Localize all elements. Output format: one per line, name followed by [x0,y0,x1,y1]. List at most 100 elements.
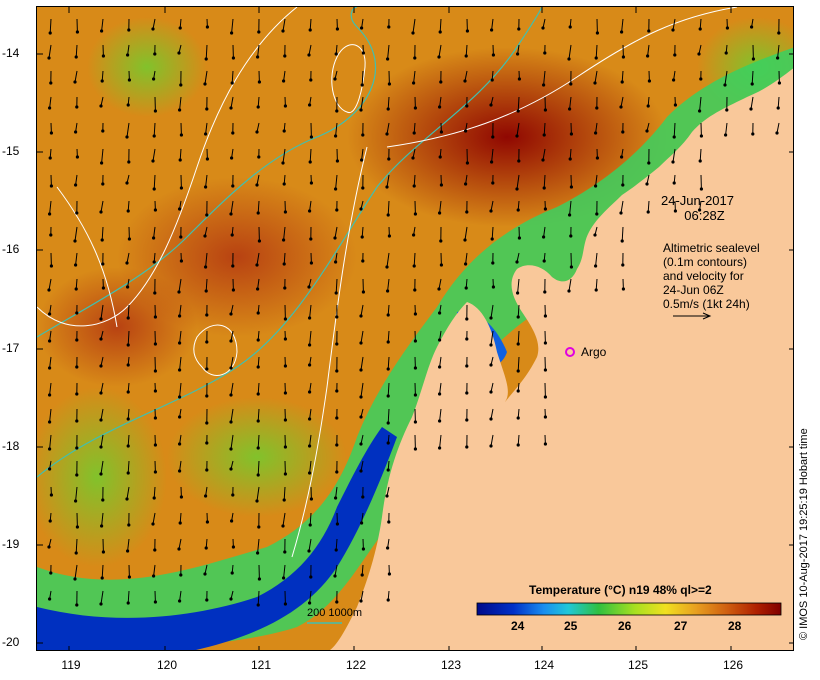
velocity-arrow [230,434,234,450]
velocity-arrow-head [48,212,52,216]
velocity-arrow [282,18,286,32]
velocity-arrow-head [177,290,181,294]
velocity-arrow-head [517,27,521,31]
velocity-arrow [100,460,104,475]
velocity-arrow [750,96,754,110]
velocity-arrow-head [465,337,469,341]
velocity-arrow-head [438,365,442,369]
velocity-arrow-head [153,342,157,346]
velocity-arrow-head [230,233,234,237]
velocity-arrow-head [309,575,313,579]
velocity-arrow-head [777,81,782,85]
velocity-arrow-head [99,418,103,422]
velocity-arrow [126,486,130,500]
velocity-arrow [360,382,364,398]
velocity-arrow-head [308,601,312,605]
velocity-arrow-head [178,158,182,162]
velocity-arrow-head [99,364,103,368]
velocity-arrow-head [463,79,467,83]
velocity-arrow [153,226,156,239]
velocity-arrow-head [126,53,130,57]
velocity-arrow [309,148,312,163]
argo-marker [565,347,575,357]
velocity-arrow-head [775,131,779,135]
velocity-arrow-head [257,525,261,529]
velocity-arrow [569,148,572,160]
velocity-arrow-head [647,161,651,165]
velocity-arrow-head [101,286,105,290]
velocity-arrow-head [153,291,157,295]
velocity-arrow [490,200,494,212]
velocity-arrow [387,356,390,370]
velocity-arrow-head [308,390,312,394]
velocity-arrow-head [335,342,339,346]
velocity-arrow-head [177,51,181,55]
velocity-arrow-head [464,182,468,186]
velocity-arrow-head [282,576,286,580]
velocity-arrow-head [255,263,259,267]
velocity-arrow-head [153,52,157,56]
velocity-arrow [282,512,286,527]
velocity-arrow [360,330,364,344]
velocity-arrow [257,434,260,449]
velocity-arrow-head [360,158,364,162]
velocity-arrow-head [203,572,207,576]
velocity-arrow-head [151,522,155,526]
velocity-arrow [152,148,156,162]
velocity-arrow-head [386,394,390,398]
velocity-arrow [490,330,494,346]
velocity-arrow-head [282,238,286,242]
velocity-arrow-head [386,421,390,425]
velocity-arrow [491,148,494,163]
velocity-arrow [49,434,52,450]
velocity-arrow [335,538,338,551]
land-australia [329,68,793,650]
velocity-arrow-head [567,57,571,61]
velocity-arrow [309,330,312,346]
velocity-arrow [283,486,286,501]
velocity-arrow-head [386,598,390,602]
velocity-arrow-head [126,316,130,320]
velocity-arrow [49,382,52,396]
velocity-arrow-head [698,159,702,163]
velocity-arrow-head [360,521,364,525]
velocity-arrow [647,200,650,213]
velocity-arrow-head [309,497,313,501]
velocity-arrow [101,148,104,164]
velocity-arrow [595,174,598,187]
velocity-arrow [413,174,416,187]
velocity-arrow [309,590,312,604]
velocity-arrow-head [413,420,417,424]
isobath-1000m [37,7,377,338]
velocity-arrow-head [100,161,104,165]
velocity-arrow-head [672,181,676,185]
velocity-arrow-head [178,599,182,603]
velocity-arrow-head [645,182,649,186]
velocity-arrow-head [359,341,363,345]
velocity-arrow [699,148,702,162]
velocity-arrow-head [490,28,494,32]
velocity-arrow [100,434,104,448]
velocity-arrow-head [126,209,130,213]
velocity-arrow-head [359,395,363,399]
velocity-arrow [257,356,260,368]
velocity-arrow-head [99,472,103,476]
velocity-arrow [413,122,416,134]
velocity-arrow [100,200,104,213]
velocity-arrow-head [359,314,363,318]
velocity-arrow-head [464,54,468,58]
sealevel-contour-2 [291,146,368,558]
velocity-arrow-head [568,213,572,217]
velocity-arrow-head [231,131,235,135]
velocity-arrow [386,252,390,268]
velocity-arrow [179,304,182,317]
velocity-arrow-head [335,159,339,163]
velocity-arrow-head [360,26,364,30]
velocity-arrow-head [179,573,183,577]
velocity-arrow-head [385,185,389,189]
velocity-arrow [335,278,338,294]
velocity-arrow-head [360,83,364,87]
velocity-arrow [48,44,52,59]
velocity-arrow-head [178,469,182,473]
velocity-arrow [283,70,286,82]
